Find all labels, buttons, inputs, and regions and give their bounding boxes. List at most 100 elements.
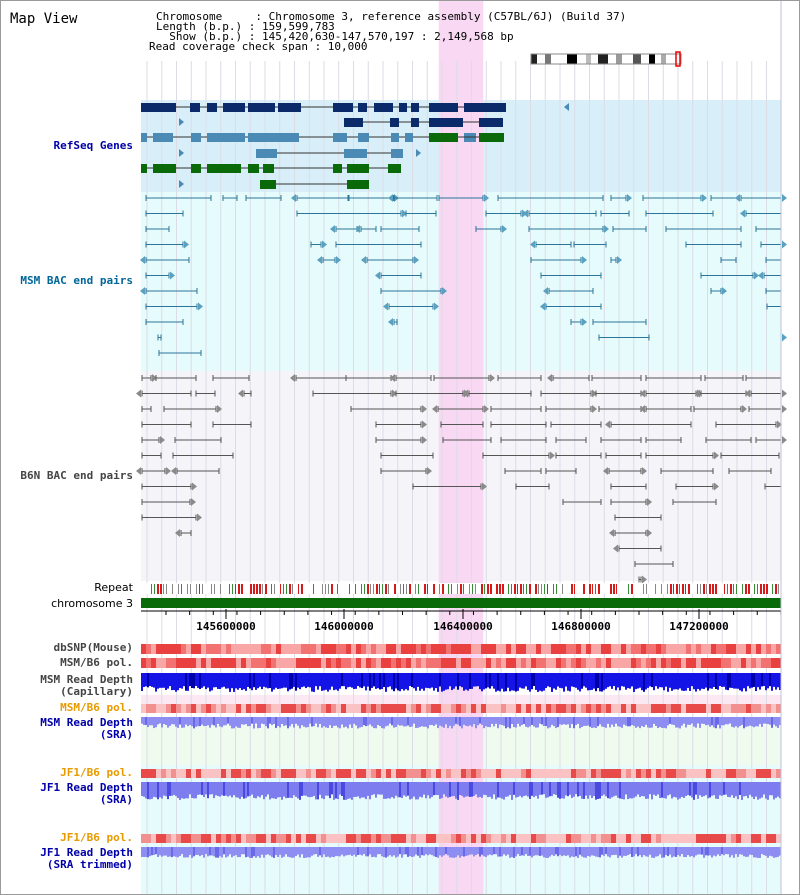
msm-sra-depth-bar [699, 717, 701, 728]
track-label-dbsnp[interactable]: dbSNP(Mouse) [53, 641, 133, 654]
repeat-element [655, 584, 656, 594]
track-label-msm-depth-sra[interactable]: MSM Read Depth [40, 716, 133, 729]
gene-exon [399, 103, 407, 112]
track-label-jf1-pol-2[interactable]: JF1/B6 pol. [60, 831, 133, 844]
jf1-sra-depth-bar [461, 782, 463, 796]
track-label-jf1-pol-1[interactable]: JF1/B6 pol. [60, 766, 133, 779]
jf1-b6-pol-strip-2 [296, 834, 302, 843]
jf1-sra-depth-bar [691, 782, 693, 798]
track-label-b6n-bac[interactable]: B6N BAC end pairs [20, 469, 133, 482]
jf1-b6-pol-strip [246, 769, 252, 778]
msm-sra-depth-bar [423, 717, 425, 727]
msm-sra-depth-bar [771, 717, 773, 728]
jf1-sra-depth-bar [209, 782, 211, 795]
jf1-trimmed-depth-bar [449, 847, 451, 858]
dbsnp-strip [371, 644, 377, 654]
jf1-sra-depth-bar [535, 782, 537, 796]
msm-capillary-depth-bar [377, 673, 379, 689]
jf1-trimmed-depth-bar [405, 847, 407, 855]
b6n-bac-arrow [642, 575, 647, 584]
msm-b6-pol-strip [196, 658, 202, 668]
b6n-bac-arrow [613, 544, 618, 553]
msm-bac-arrow [140, 287, 145, 295]
jf1-b6-pol-strip-2 [161, 834, 167, 843]
msm-sra-depth-bar [639, 717, 641, 729]
msm-sra-depth-bar [527, 717, 529, 728]
b6n-bac-arrow [422, 405, 427, 413]
msm-sra-depth-bar [515, 717, 517, 728]
jf1-trimmed-depth-bar [209, 847, 211, 856]
jf1-sra-depth-bar [659, 782, 661, 799]
msm-capillary-depth-bar [227, 673, 229, 689]
msm-sra-depth-bar [223, 717, 225, 726]
jf1-trimmed-depth-bar [441, 847, 443, 857]
msm-sra-depth-bar [747, 717, 749, 727]
repeat-element [178, 584, 179, 594]
jf1-trimmed-depth-bar [243, 847, 245, 855]
msm-sra-depth-bar [643, 717, 645, 728]
msm-sra-depth-bar [403, 717, 405, 727]
msm-b6-pol-strip-2 [531, 704, 537, 713]
b6n-bac-arrow [238, 389, 243, 398]
repeat-element [748, 584, 750, 594]
msm-capillary-depth-bar [171, 673, 173, 691]
repeat-element [157, 584, 159, 594]
dbsnp-strip [666, 644, 672, 654]
msm-capillary-depth-bar [741, 673, 743, 692]
msm-sra-depth-bar [481, 717, 483, 725]
jf1-b6-pol-strip [471, 769, 477, 778]
msm-capillary-depth-bar [429, 673, 431, 689]
msm-sra-depth-bar [161, 717, 163, 728]
jf1-sra-depth-bar [673, 782, 675, 797]
msm-sra-depth-bar [491, 717, 493, 724]
msm-b6-pol-strip-2 [761, 704, 767, 713]
msm-capillary-depth-bar [373, 673, 375, 687]
msm-capillary-depth-bar [481, 673, 483, 692]
jf1-b6-pol-strip-2 [401, 834, 407, 843]
track-label-msm-b6-pol-2[interactable]: MSM/B6 pol. [60, 701, 133, 714]
jf1-trimmed-depth-bar [391, 847, 393, 857]
jf1-sra-depth-bar [365, 782, 367, 800]
track-label-repeat[interactable]: Repeat [94, 581, 133, 594]
jf1-sra-depth-bar [253, 782, 255, 798]
msm-b6-pol-strip [741, 658, 747, 668]
gene-exon [347, 164, 369, 173]
jf1-trimmed-depth-bar [617, 847, 619, 858]
msm-capillary-depth-bar [497, 673, 499, 691]
msm-capillary-depth-bar [257, 673, 259, 689]
track-label-msm-depth-capillary[interactable]: MSM Read Depth [40, 673, 133, 686]
msm-capillary-depth-bar [399, 673, 401, 692]
msm-sra-depth-bar [143, 717, 145, 725]
track-label-jf1-depth-sra[interactable]: JF1 Read Depth [40, 781, 133, 794]
msm-sra-depth-bar [381, 717, 383, 729]
msm-b6-pol-strip [696, 658, 702, 668]
msm-b6-pol-strip-2 [526, 704, 532, 713]
jf1-trimmed-depth-bar [335, 847, 337, 856]
msm-capillary-depth-bar [679, 673, 681, 689]
jf1-b6-pol-strip-2 [406, 834, 412, 843]
jf1-b6-pol-strip-2 [191, 834, 197, 843]
msm-sra-depth-bar [261, 717, 263, 724]
jf1-b6-pol-strip-2 [471, 834, 477, 843]
length-info: Length (b.p.) : 159,599,783 [156, 20, 335, 33]
jf1-trimmed-depth-bar [685, 847, 687, 858]
jf1-sra-depth-bar [495, 782, 497, 800]
msm-capillary-depth-bar [535, 673, 537, 690]
jf1-trimmed-depth-bar [153, 847, 155, 856]
jf1-trimmed-depth-bar [333, 847, 335, 858]
jf1-sra-depth-bar [243, 782, 245, 799]
jf1-sra-depth-bar [539, 782, 541, 795]
track-label-msm-bac[interactable]: MSM BAC end pairs [20, 274, 133, 287]
msm-bac-arrow [735, 194, 740, 202]
jf1-trimmed-depth-bar [401, 847, 403, 858]
msm-capillary-depth-bar [295, 673, 297, 691]
track-label-msm-b6-pol-1[interactable]: MSM/B6 pol. [60, 656, 133, 669]
track-label-jf1-depth-trimmed[interactable]: JF1 Read Depth [40, 846, 133, 859]
jf1-trimmed-depth-bar [201, 847, 203, 856]
msm-b6-pol-strip [496, 658, 502, 668]
track-label-refseq[interactable]: RefSeq Genes [53, 139, 133, 152]
jf1-sra-depth-bar [173, 782, 175, 795]
jf1-trimmed-depth-bar [455, 847, 457, 858]
msm-sra-depth-bar [693, 717, 695, 727]
